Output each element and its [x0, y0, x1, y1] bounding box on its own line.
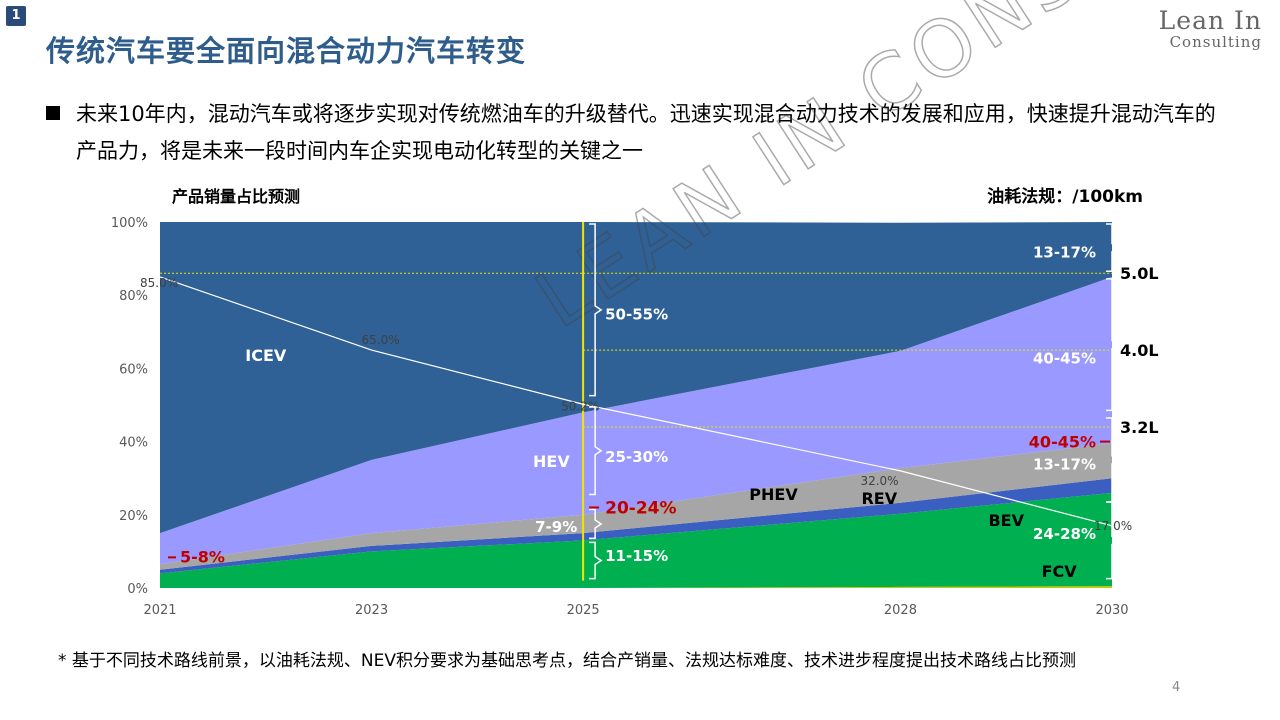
- bracket-label-2025: 25-30%: [605, 448, 668, 466]
- bracket-2030: [1106, 278, 1120, 412]
- bracket-label-2030: 40-45%: [1029, 433, 1096, 452]
- area-fcv: [160, 586, 1112, 588]
- bracket-label-2025: 50-55%: [605, 306, 668, 324]
- trend-point-label: 32.0%: [860, 474, 898, 488]
- fuel-target-label: 3.2L: [1120, 418, 1159, 437]
- y-tick-label: 60%: [119, 362, 148, 377]
- fuel-target-label: 5.0L: [1120, 264, 1159, 283]
- series-label-bev: BEV: [988, 511, 1024, 530]
- footnote: * 基于不同技术路线前景，以油耗法规、NEV积分要求为基础思考点，结合产销量、法…: [58, 651, 1076, 671]
- y-tick-label: 80%: [119, 289, 148, 304]
- trend-point-label: 50.2%: [561, 399, 599, 413]
- bullet-point: 未来10年内，混动汽车或将逐步实现对传统燃油车的升级替代。迅速实现混合动力技术的…: [46, 96, 1226, 170]
- area-hev: [160, 276, 1112, 565]
- fuel-target-label: 4.0L: [1120, 341, 1159, 360]
- bracket-2025: [589, 406, 603, 496]
- x-tick-label: 2021: [143, 603, 176, 618]
- label-2021-share: 5-8%: [180, 547, 225, 566]
- bracket-2025: [589, 508, 603, 540]
- area-bev: [160, 492, 1112, 588]
- company-logo: Lean In Consulting: [1159, 6, 1262, 51]
- area-rev: [160, 478, 1112, 574]
- page-number: 4: [1172, 680, 1181, 695]
- trend-point-label: 65.0%: [362, 333, 400, 347]
- trend-point-label: 17.0%: [1094, 519, 1132, 533]
- page-title: 传统汽车要全面向混合动力汽车转变: [46, 34, 527, 68]
- trend-line: [159, 276, 1113, 527]
- area-phev: [160, 443, 1112, 570]
- bracket-label-2030: 40-45%: [1033, 349, 1096, 367]
- bullet-square-icon: [46, 106, 60, 120]
- chart-title: 产品销量占比预测: [172, 187, 300, 206]
- series-label-hev: HEV: [533, 452, 570, 471]
- bracket-label-2030: 24-28%: [1033, 525, 1096, 543]
- bracket-label-2030: 13-17%: [1033, 456, 1096, 474]
- logo-line-1: Lean In: [1158, 6, 1262, 35]
- bracket-label-2030: 13-17%: [1033, 243, 1096, 261]
- series-label-fcv: FCV: [1042, 562, 1078, 581]
- x-tick-label: 2028: [884, 603, 917, 618]
- bracket-2030: [1106, 223, 1120, 272]
- bracket-label-2025: 11-15%: [605, 547, 668, 565]
- series-label-rev: REV: [861, 489, 897, 508]
- trend-point-label: 85.0%: [140, 276, 178, 290]
- y-tick-label: 100%: [111, 216, 148, 231]
- series-label-phev: PHEV: [749, 485, 798, 504]
- y-tick-label: 40%: [119, 436, 148, 451]
- x-tick-label: 2030: [1095, 603, 1128, 618]
- bracket-label-2025: 20-24%: [605, 498, 676, 518]
- chart-right-title: 油耗法规：/100km: [987, 186, 1143, 207]
- series-label-icev: ICEV: [245, 346, 287, 365]
- bracket-2030: [1106, 501, 1120, 580]
- y-tick-label: 0%: [127, 582, 148, 597]
- x-tick-label: 2023: [355, 603, 388, 618]
- logo-line-2: Consulting: [1169, 33, 1262, 51]
- y-tick-label: 20%: [119, 509, 148, 524]
- area-icev: [160, 222, 1112, 534]
- x-tick-label: 2025: [567, 603, 600, 618]
- bracket-2025: [589, 223, 603, 397]
- bracket-label-2025: 7-9%: [535, 518, 577, 536]
- bracket-2025: [589, 541, 603, 580]
- slide-number-badge: 1: [6, 6, 26, 26]
- bullet-text: 未来10年内，混动汽车或将逐步实现对传统燃油车的升级替代。迅速实现混合动力技术的…: [76, 102, 1216, 163]
